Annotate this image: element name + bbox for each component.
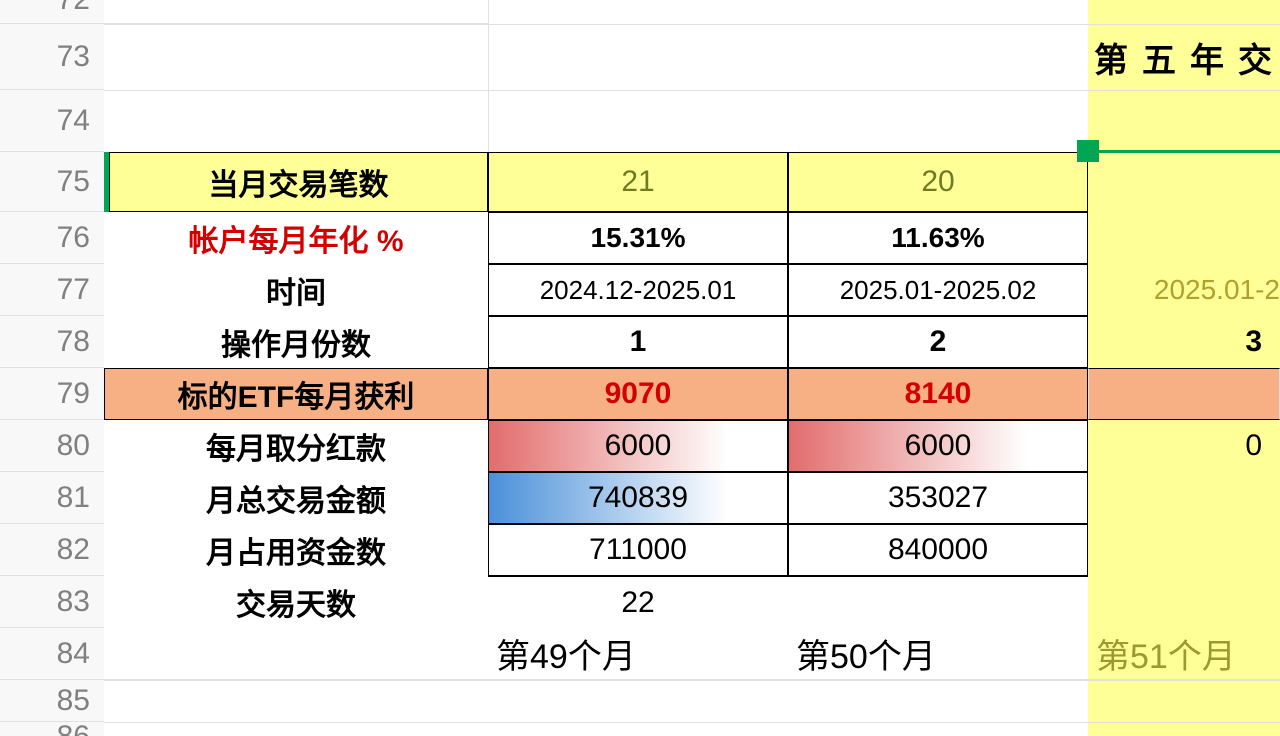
label-op-months[interactable]: 操作月份数 bbox=[104, 316, 488, 368]
banner-title: 第五年交易 bbox=[1088, 24, 1280, 90]
cell-d78[interactable]: 3 bbox=[1088, 316, 1280, 368]
selection-left-bar bbox=[104, 152, 109, 212]
cell-b77[interactable]: 2024.12-2025.01 bbox=[488, 264, 788, 316]
cell-d83[interactable] bbox=[1088, 576, 1280, 628]
label-trades-count[interactable]: 当月交易笔数 bbox=[109, 152, 488, 212]
cell-b76[interactable]: 15.31% bbox=[488, 212, 788, 264]
row-header-75[interactable]: 75 bbox=[0, 152, 104, 212]
cell-d82[interactable] bbox=[1088, 524, 1280, 576]
row-header-79[interactable]: 79 bbox=[0, 368, 104, 420]
label-time[interactable]: 时间 bbox=[104, 264, 488, 316]
cell-c78[interactable]: 2 bbox=[788, 316, 1088, 368]
cell-c75[interactable]: 20 bbox=[788, 152, 1088, 212]
label-total-trade-amt[interactable]: 月总交易金额 bbox=[104, 472, 488, 524]
row-header-72[interactable]: 72 bbox=[0, 0, 104, 24]
gridline-73 bbox=[104, 90, 1280, 91]
cell-c83[interactable] bbox=[788, 576, 1088, 628]
cell-b80[interactable]: 6000 bbox=[488, 420, 788, 472]
label-annualized[interactable]: 帐户每月年化 % bbox=[104, 212, 488, 264]
row-header-81[interactable]: 81 bbox=[0, 472, 104, 524]
row-header-82[interactable]: 82 bbox=[0, 524, 104, 576]
cell-a72[interactable] bbox=[104, 0, 488, 24]
cell-d75[interactable] bbox=[1088, 152, 1280, 212]
cell-b75[interactable]: 21 bbox=[488, 152, 788, 212]
cell-b81[interactable]: 740839 bbox=[488, 472, 788, 524]
label-capital-used[interactable]: 月占用资金数 bbox=[104, 524, 488, 576]
row-header-73[interactable]: 73 bbox=[0, 24, 104, 90]
month-label-50[interactable]: 第50个月 bbox=[788, 628, 1088, 680]
selection-top-line bbox=[1088, 150, 1280, 153]
gridline-85 bbox=[104, 680, 1280, 681]
cell-d79[interactable] bbox=[1088, 368, 1280, 420]
month-label-51[interactable]: 第51个月 bbox=[1088, 628, 1280, 680]
cell-d76[interactable] bbox=[1088, 212, 1280, 264]
selection-handle-icon[interactable] bbox=[1077, 140, 1099, 162]
row-header-column: 72 73 74 75 76 77 78 79 80 81 82 83 84 8… bbox=[0, 0, 104, 736]
label-dividend[interactable]: 每月取分红款 bbox=[104, 420, 488, 472]
cell-b78[interactable]: 1 bbox=[488, 316, 788, 368]
row-header-85[interactable]: 85 bbox=[0, 680, 104, 722]
cell-b79[interactable]: 9070 bbox=[488, 368, 788, 420]
row-header-80[interactable]: 80 bbox=[0, 420, 104, 472]
cell-d85[interactable] bbox=[1088, 680, 1280, 736]
row-header-86[interactable]: 86 bbox=[0, 722, 104, 736]
cell-c79[interactable]: 8140 bbox=[788, 368, 1088, 420]
cell-d81[interactable] bbox=[1088, 472, 1280, 524]
cell-d77[interactable]: 2025.01-2 bbox=[1088, 264, 1280, 316]
cell-a84[interactable] bbox=[104, 628, 488, 680]
row-header-77[interactable]: 77 bbox=[0, 264, 104, 316]
gridline-72 bbox=[104, 24, 1280, 25]
cell-c82[interactable]: 840000 bbox=[788, 524, 1088, 576]
month-label-49[interactable]: 第49个月 bbox=[488, 628, 788, 680]
gridline-colB-top bbox=[488, 0, 489, 152]
row-header-84[interactable]: 84 bbox=[0, 628, 104, 680]
cell-d80[interactable]: 0 bbox=[1088, 420, 1280, 472]
label-trade-days[interactable]: 交易天数 bbox=[104, 576, 488, 628]
row-header-78[interactable]: 78 bbox=[0, 316, 104, 368]
cell-b83[interactable]: 22 bbox=[488, 576, 788, 628]
cell-c80[interactable]: 6000 bbox=[788, 420, 1088, 472]
row-header-83[interactable]: 83 bbox=[0, 576, 104, 628]
gridline-86 bbox=[104, 722, 1280, 723]
label-etf-profit[interactable]: 标的ETF每月获利 bbox=[104, 368, 488, 420]
cell-c76[interactable]: 11.63% bbox=[788, 212, 1088, 264]
row-header-76[interactable]: 76 bbox=[0, 212, 104, 264]
row-header-74[interactable]: 74 bbox=[0, 90, 104, 152]
spreadsheet-viewport: 72 73 74 75 76 77 78 79 80 81 82 83 84 8… bbox=[0, 0, 1280, 736]
cell-c81[interactable]: 353027 bbox=[788, 472, 1088, 524]
cell-b82[interactable]: 711000 bbox=[488, 524, 788, 576]
cell-c77[interactable]: 2025.01-2025.02 bbox=[788, 264, 1088, 316]
